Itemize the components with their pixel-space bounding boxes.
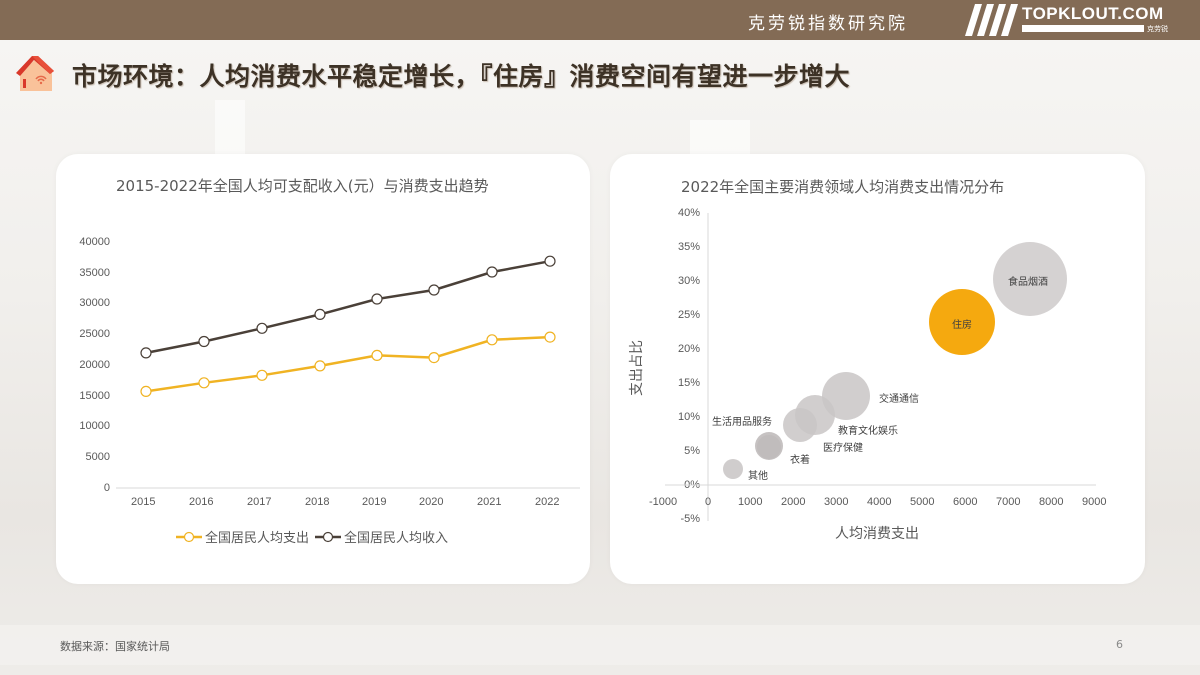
x-tick: 2016 — [189, 496, 214, 508]
brand-tagline-bar — [1022, 25, 1144, 32]
income-line — [145, 259, 551, 355]
bubble-chart-title: 2022年全国主要消费领域人均消费支出情况分布 — [681, 178, 1005, 196]
x-tick: 2019 — [362, 496, 387, 508]
bubble-label: 食品烟酒 — [1008, 277, 1048, 288]
x-tick: 2017 — [247, 496, 272, 508]
y-tick: 30% — [677, 275, 700, 287]
x-tick: 4000 — [867, 496, 892, 508]
x-tick: 1000 — [738, 496, 763, 508]
y-tick: 20000 — [79, 359, 110, 371]
legend-item-income[interactable]: 全国居民人均收入 — [315, 527, 448, 546]
y-tick: 20% — [677, 343, 700, 355]
y-tick: 25000 — [79, 328, 110, 340]
y-tick: 10000 — [79, 420, 110, 432]
y-tick: 30000 — [79, 297, 110, 309]
legend-label: 全国居民人均支出 — [205, 531, 310, 546]
house-icon — [16, 56, 54, 91]
legend-label: 全国居民人均收入 — [344, 531, 449, 546]
line-chart-title: 2015-2022年全国人均可支配收入(元）与消费支出趋势 — [116, 177, 489, 195]
x-tick: 7000 — [996, 496, 1021, 508]
brand-slashes-icon — [965, 4, 1018, 36]
bubble-housing — [929, 289, 995, 355]
x-tick: 2021 — [477, 496, 502, 508]
x-tick: 2018 — [305, 496, 330, 508]
page-number: 6 — [1116, 638, 1123, 651]
y-tick: -5% — [680, 513, 700, 525]
line-chart-legend: 全国居民人均支出 全国居民人均收入 — [176, 527, 448, 546]
y-tick: 40000 — [79, 236, 110, 248]
brand-sub-text: 克劳锐 — [1147, 24, 1168, 33]
y-tick: 5000 — [85, 451, 110, 463]
bubble-transport — [822, 372, 870, 420]
data-source: 数据来源：国家统计局 — [60, 640, 170, 653]
page-title: 市场环境：人均消费水平稳定增长，『住房』消费空间有望进一步增大 — [72, 62, 851, 91]
x-tick: 2015 — [131, 496, 156, 508]
brand-subline: 克劳锐 — [1022, 24, 1168, 33]
header-bar: 克劳锐指数研究院 TOPKLOUT.COM 克劳锐 — [0, 0, 1200, 40]
y-tick: 40% — [677, 207, 700, 219]
y-tick: 10% — [677, 411, 700, 423]
legend-line-marker-icon — [176, 531, 202, 542]
bubble-label: 衣着 — [790, 455, 810, 466]
y-tick: 35000 — [79, 267, 110, 279]
spending-line — [145, 335, 551, 393]
institute-name: 克劳锐指数研究院 — [748, 14, 908, 34]
bubble-label: 生活用品服务 — [712, 417, 772, 428]
x-tick: 5000 — [910, 496, 935, 508]
y-tick: 5% — [684, 445, 700, 457]
x-tick: 3000 — [824, 496, 849, 508]
bubble-other — [723, 459, 743, 479]
x-tick: 0 — [705, 496, 712, 508]
x-tick: 9000 — [1082, 496, 1107, 508]
legend-line-marker-icon — [315, 531, 342, 542]
x-tick: 2020 — [419, 496, 444, 508]
y-tick: 15000 — [79, 390, 110, 402]
y-tick: 25% — [677, 309, 700, 321]
y-axis-label: 支出占比 — [629, 340, 645, 396]
x-tick: 8000 — [1039, 496, 1064, 508]
brand-logo: TOPKLOUT.COM — [1022, 4, 1164, 23]
x-axis-label: 人均消费支出 — [835, 526, 919, 542]
bubble-label: 医疗保健 — [823, 443, 863, 454]
x-tick: -1000 — [649, 496, 678, 508]
bubble-food — [993, 242, 1067, 316]
y-tick: 0 — [103, 482, 110, 494]
bubble-label: 教育文化娱乐 — [838, 426, 898, 437]
y-tick: 35% — [677, 241, 700, 253]
bubble-label: 其他 — [748, 471, 768, 482]
legend-item-spending[interactable]: 全国居民人均支出 — [176, 527, 309, 546]
income-markers — [140, 255, 556, 359]
y-tick: 15% — [677, 377, 700, 389]
bubble-label: 交通通信 — [879, 394, 919, 405]
x-tick: 2000 — [781, 496, 806, 508]
x-tick: 6000 — [953, 496, 978, 508]
bubble-label: 住房 — [952, 320, 972, 331]
bubble-chart-card: 2022年全国主要消费领域人均消费支出情况分布 — [610, 154, 1145, 584]
bubble-medical — [783, 408, 817, 442]
bubble-clothing — [757, 435, 781, 459]
x-tick: 2022 — [535, 496, 560, 508]
spending-markers — [140, 331, 556, 397]
